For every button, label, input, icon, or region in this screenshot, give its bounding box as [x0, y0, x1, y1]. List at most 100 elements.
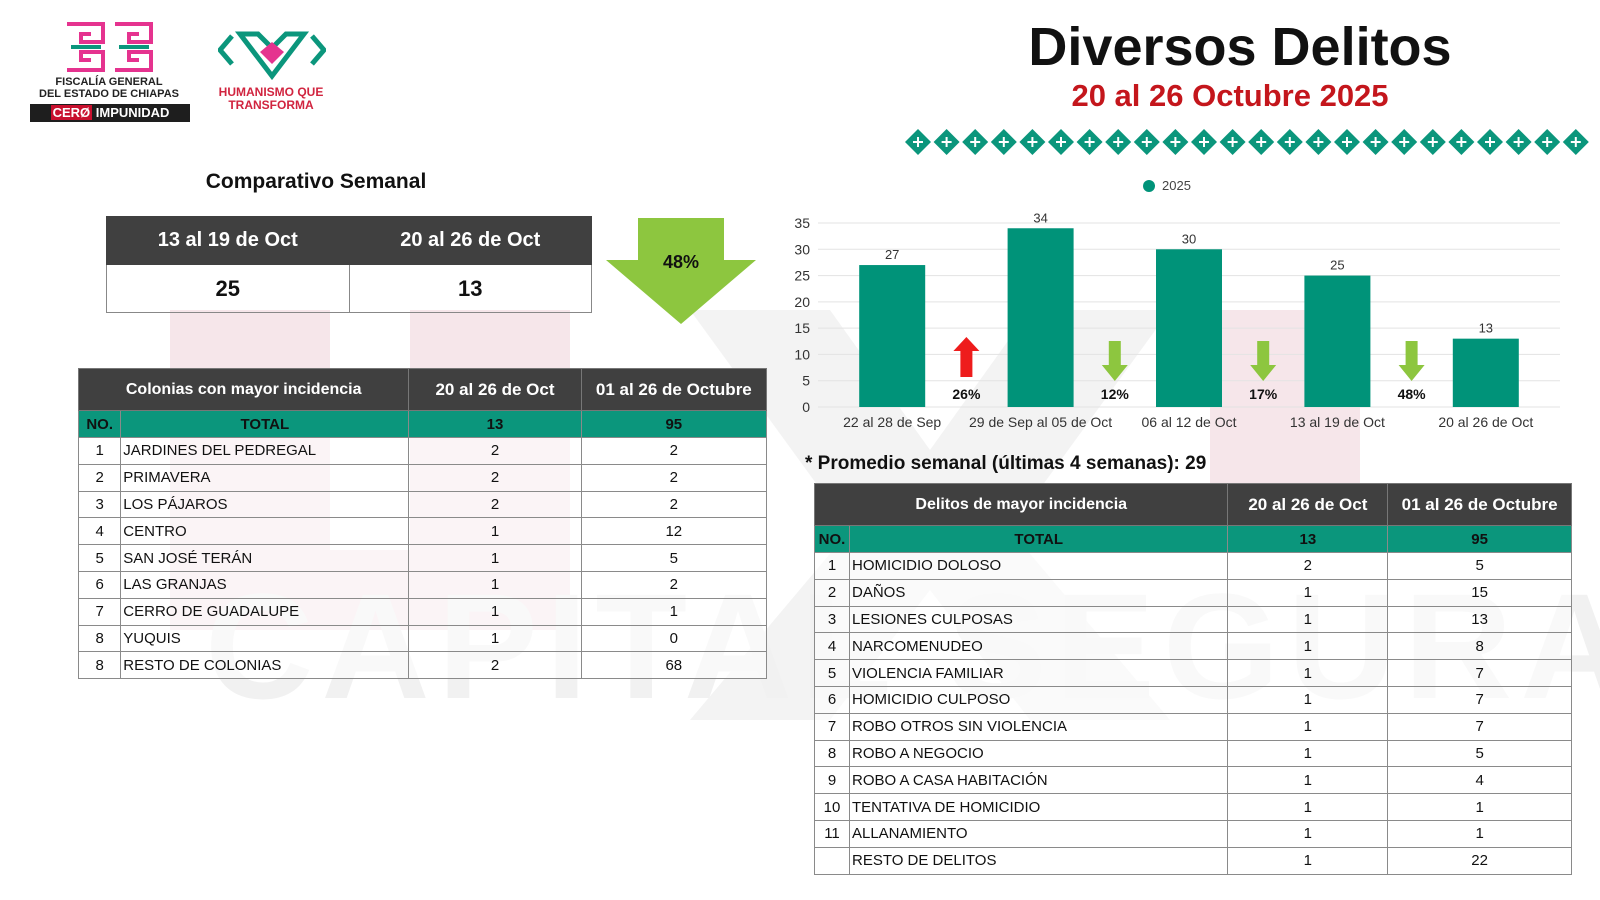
table-row: 4 NARCOMENUDEO 1 8 — [814, 632, 1572, 661]
row-number: 3 — [77, 490, 122, 519]
row-name: CENTRO — [120, 517, 410, 546]
row-month-value: 12 — [580, 517, 768, 546]
table-row: 1 JARDINES DEL PEDREGAL 2 2 — [77, 437, 768, 465]
humanismo-text: HUMANISMO QUE TRANSFORMA — [216, 86, 326, 112]
table-row: 6 HOMICIDIO CULPOSO 1 7 — [814, 685, 1572, 714]
row-name: VIOLENCIA FAMILIAR — [848, 659, 1229, 687]
fge-text: FISCALÍA GENERAL DEL ESTADO DE CHIAPAS — [28, 76, 190, 100]
total-label: TOTAL — [120, 410, 410, 438]
diamond-cross — [913, 137, 923, 147]
row-name: SAN JOSÉ TERÁN — [120, 544, 410, 572]
row-number: 4 — [814, 632, 850, 661]
row-month-value: 2 — [580, 437, 768, 465]
y-tick-label: 25 — [794, 268, 810, 284]
row-name: NARCOMENUDEO — [848, 632, 1229, 661]
down-arrow-icon — [1250, 341, 1277, 381]
bar — [1156, 249, 1222, 407]
diamond-cross — [970, 137, 981, 147]
bar-value-label: 27 — [885, 247, 899, 262]
row-week-value: 1 — [408, 597, 582, 626]
colonias-header-week: 20 al 26 de Oct — [408, 368, 582, 411]
y-tick-label: 20 — [794, 294, 810, 310]
y-tick-label: 30 — [794, 241, 810, 257]
diamond-cross — [1056, 137, 1066, 147]
y-tick-label: 0 — [802, 399, 810, 415]
diamond-cross — [1170, 137, 1181, 147]
row-number: 8 — [77, 624, 122, 653]
bar — [859, 265, 926, 407]
row-month-value: 8 — [1387, 632, 1572, 661]
row-number: 10 — [814, 793, 850, 821]
row-week-value: 2 — [1227, 552, 1389, 580]
diamond-cross — [1542, 137, 1553, 147]
row-week-value: 1 — [408, 544, 582, 572]
total-week: 13 — [408, 410, 582, 438]
row-week-value: 1 — [1227, 766, 1389, 795]
row-name: PRIMAVERA — [120, 463, 410, 492]
row-number: 6 — [77, 570, 122, 599]
y-tick-label: 10 — [794, 346, 810, 362]
row-number: 1 — [77, 437, 122, 465]
row-number: 7 — [814, 712, 850, 741]
delitos-header-week: 20 al 26 de Oct — [1227, 483, 1389, 526]
row-month-value: 1 — [1387, 793, 1572, 821]
row-name: ALLANAMIENTO — [848, 819, 1229, 848]
row-month-value: 2 — [580, 570, 768, 599]
row-month-value: 5 — [580, 544, 768, 572]
row-name: JARDINES DEL PEDREGAL — [120, 437, 410, 465]
change-label: 12% — [1101, 386, 1130, 402]
down-arrow-icon — [1398, 341, 1425, 381]
change-label: 48% — [1398, 386, 1427, 402]
row-month-value: 0 — [580, 624, 768, 653]
row-name: ROBO A NEGOCIO — [848, 739, 1229, 768]
x-tick-label: 20 al 26 de Oct — [1438, 414, 1533, 430]
table-row: 7 CERRO DE GUADALUPE 1 1 — [77, 597, 768, 626]
total-month: 95 — [580, 410, 768, 438]
humanismo-line1: HUMANISMO QUE — [218, 85, 324, 99]
table-row: 11 ALLANAMIENTO 1 1 — [814, 819, 1572, 848]
bar-value-label: 25 — [1330, 258, 1344, 273]
row-month-value: 1 — [580, 597, 768, 626]
comparativo-col1: 13 al 19 de Oct — [106, 216, 350, 265]
row-week-value: 1 — [1227, 793, 1389, 821]
row-month-value: 7 — [1387, 712, 1572, 741]
row-week-value: 1 — [1227, 605, 1389, 634]
table-row: 3 LOS PÁJAROS 2 2 — [77, 490, 768, 519]
diamond-cross — [1399, 137, 1410, 147]
fge-logo: FISCALÍA GENERAL DEL ESTADO DE CHIAPAS C… — [28, 20, 190, 124]
fge-line2: DEL ESTADO DE CHIAPAS — [39, 88, 179, 100]
row-name: HOMICIDIO DOLOSO — [848, 552, 1229, 580]
comparativo-title: Comparativo Semanal — [205, 170, 427, 193]
x-tick-label: 13 al 19 de Oct — [1290, 414, 1385, 430]
diamond-cross — [1570, 137, 1581, 147]
row-month-value: 68 — [580, 651, 768, 680]
x-tick-label: 29 de Sep al 05 de Oct — [969, 414, 1112, 430]
x-tick-label: 22 al 28 de Sep — [843, 414, 941, 430]
change-label: 26% — [952, 386, 981, 402]
total-week: 13 — [1227, 525, 1389, 553]
row-number: 6 — [814, 685, 850, 714]
row-name: ROBO OTROS SIN VIOLENCIA — [848, 712, 1229, 741]
table-row: 2 PRIMAVERA 2 2 — [77, 463, 768, 492]
y-tick-label: 5 — [802, 373, 810, 389]
row-month-value: 4 — [1387, 766, 1572, 795]
row-number: 4 — [77, 517, 122, 546]
row-name: LAS GRANJAS — [120, 570, 410, 599]
row-month-value: 22 — [1387, 846, 1572, 875]
legend-label: 2025 — [1162, 178, 1191, 193]
page-subtitle: 20 al 26 Octubre 2025 — [1071, 78, 1389, 113]
row-week-value: 1 — [408, 570, 582, 599]
table-row: 9 ROBO A CASA HABITACIÓN 1 4 — [814, 766, 1572, 795]
row-number: 11 — [814, 819, 850, 848]
cero-label: CERØ — [50, 105, 93, 120]
row-month-value: 1 — [1387, 819, 1572, 848]
row-week-value: 1 — [1227, 578, 1389, 607]
delitos-header-row: Delitos de mayor incidencia 20 al 26 de … — [813, 483, 1572, 526]
up-arrow-icon — [953, 337, 980, 377]
table-row: 8 RESTO DE COLONIAS 2 68 — [77, 651, 768, 680]
table-row: 3 LESIONES CULPOSAS 1 13 — [814, 605, 1572, 634]
diamond-cross — [1342, 137, 1352, 147]
table-row: RESTO DE DELITOS 1 22 — [814, 846, 1572, 875]
delitos-table: Delitos de mayor incidencia 20 al 26 de … — [813, 483, 1572, 875]
